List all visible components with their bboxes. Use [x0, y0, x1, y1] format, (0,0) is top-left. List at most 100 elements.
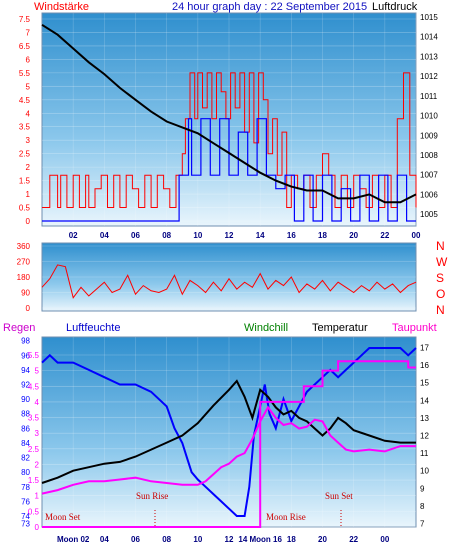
wind-y-tick-label: 6.5 — [19, 42, 31, 51]
pressure-axis-label: Luftdruck — [372, 1, 418, 13]
humidity-y-tick-label: 94 — [21, 366, 30, 375]
moon-rise-label: Moon Rise — [266, 512, 306, 522]
compass-label: W — [436, 255, 448, 269]
x-tick-label: 02 — [69, 231, 78, 240]
direction-y-tick-label: 180 — [17, 273, 31, 282]
rain-y-tick-label: 5 — [35, 367, 40, 376]
wind-y-tick-label: 0 — [26, 217, 31, 226]
rain-y-tick-label: 3.5 — [28, 414, 40, 423]
temperature-y-tick-label: 15 — [420, 379, 429, 388]
series-humidity-line — [41, 347, 417, 517]
x-tick-label: 22 — [380, 231, 389, 240]
x-tick-label: 14 — [256, 231, 265, 240]
temperature-y-tick-label: 13 — [420, 414, 429, 423]
rain-y-tick-label: 4.5 — [28, 382, 40, 391]
rain-y-tick-label: 1 — [35, 492, 40, 501]
wind-y-tick-label: 2 — [26, 163, 31, 172]
pressure-y-tick-label: 1014 — [420, 33, 438, 42]
x-tick-label: 04 — [100, 535, 109, 544]
temperature-y-axis: 7 8 9 10 11 12 13 14 15 16 17 — [420, 344, 429, 529]
x-tick-label: 14 Moon 16 — [238, 535, 282, 544]
temperature-x-axis: Moon 02 04 06 08 10 12 14 Moon 16 18 20 22 00 — [57, 337, 390, 544]
wind-y-tick-label: 7 — [26, 28, 31, 37]
x-tick-label: Moon 02 — [57, 535, 90, 544]
x-tick-label: 10 — [193, 535, 202, 544]
wind-y-tick-label: 5.5 — [19, 69, 31, 78]
x-tick-label: 16 — [287, 231, 296, 240]
x-tick-label: 00 — [380, 535, 389, 544]
rain-y-tick-label: 2 — [35, 460, 40, 469]
wind-y-tick-label: 4.5 — [19, 96, 31, 105]
series-rain-line — [42, 360, 416, 528]
wind-y-tick-label: 0.5 — [19, 204, 31, 213]
rain-y-tick-label: 5.5 — [28, 351, 40, 360]
x-tick-label: 18 — [318, 231, 327, 240]
x-tick-label: 18 — [287, 535, 296, 544]
series-pressure-line — [41, 23, 417, 204]
wind-y-tick-label: 3 — [26, 136, 31, 145]
series-direction-line — [41, 264, 417, 299]
sun-rise-label: Sun Rise — [136, 491, 168, 501]
humidity-y-tick-label: 84 — [21, 439, 30, 448]
pressure-y-tick-label: 1008 — [420, 151, 438, 160]
moon-set-label: Moon Set — [45, 512, 81, 522]
rain-y-tick-label: 0 — [35, 523, 40, 532]
humidity-y-tick-label: 80 — [21, 468, 30, 477]
pressure-y-tick-label: 1009 — [420, 131, 438, 140]
compass-label: N — [436, 303, 445, 317]
rain-y-tick-label: 0.5 — [28, 507, 40, 516]
rain-axis-label: Regen — [3, 322, 35, 334]
x-tick-label: 12 — [225, 535, 234, 544]
x-tick-label: 12 — [225, 231, 234, 240]
x-tick-label: 22 — [349, 535, 358, 544]
rain-y-tick-label: 3 — [35, 429, 40, 438]
temperature-y-tick-label: 16 — [420, 361, 429, 370]
rain-y-tick-label: 2.5 — [28, 445, 40, 454]
humidity-y-tick-label: 86 — [21, 424, 30, 433]
x-tick-label: 08 — [162, 535, 171, 544]
x-tick-label: 10 — [193, 231, 202, 240]
direction-y-tick-label: 270 — [17, 258, 31, 267]
wind-y-tick-label: 3.5 — [19, 123, 31, 132]
pressure-y-tick-label: 1005 — [420, 210, 438, 219]
panel-wind-pressure: Windstärke 24 hour graph day : 22 Septem… — [19, 1, 438, 240]
humidity-y-tick-label: 96 — [21, 351, 30, 360]
temperature-y-tick-label: 17 — [420, 344, 429, 353]
plot-area-direction — [41, 242, 417, 312]
x-tick-label: 00 — [412, 231, 421, 240]
wind-y-tick-label: 6 — [26, 55, 31, 64]
series-wind-line — [42, 72, 417, 208]
windchill-axis-label: Windchill — [244, 322, 288, 334]
compass-label: N — [436, 239, 445, 253]
compass-label: S — [436, 271, 444, 285]
plot-area-temperature — [41, 336, 417, 528]
wind-y-tick-label: 1 — [26, 190, 31, 199]
rain-y-tick-label: 1.5 — [28, 476, 40, 485]
pressure-y-tick-label: 1006 — [420, 190, 438, 199]
humidity-y-tick-label: 74 — [21, 512, 30, 521]
pressure-y-tick-label: 1011 — [420, 92, 438, 101]
rain-y-tick-label: 4 — [35, 398, 40, 407]
wind-x-axis: 02 04 06 08 10 12 14 16 18 20 22 00 — [69, 13, 421, 240]
temperature-y-tick-label: 12 — [420, 432, 429, 441]
series-dewpoint-line — [41, 405, 416, 495]
humidity-y-tick-label: 92 — [21, 381, 30, 390]
compass-label: O — [436, 287, 445, 301]
pressure-y-tick-label: 1012 — [420, 72, 438, 81]
wind-y-tick-label: 5 — [26, 82, 31, 91]
x-tick-label: 06 — [131, 231, 140, 240]
pressure-y-tick-label: 1013 — [420, 52, 438, 61]
humidity-y-tick-label: 73 — [21, 519, 30, 528]
wind-y-tick-label: 1.5 — [19, 177, 31, 186]
direction-y-tick-label: 90 — [21, 289, 30, 298]
pressure-y-axis: 1005 1006 1007 1008 1009 1010 1011 1012 1013 1014… — [420, 13, 438, 219]
wind-y-tick-label: 7.5 — [19, 15, 31, 24]
x-tick-label: 20 — [349, 231, 358, 240]
temperature-y-tick-label: 8 — [420, 502, 425, 511]
temperature-y-tick-label: 9 — [420, 484, 425, 493]
humidity-y-tick-label: 98 — [21, 337, 30, 346]
x-tick-label: 20 — [318, 535, 327, 544]
